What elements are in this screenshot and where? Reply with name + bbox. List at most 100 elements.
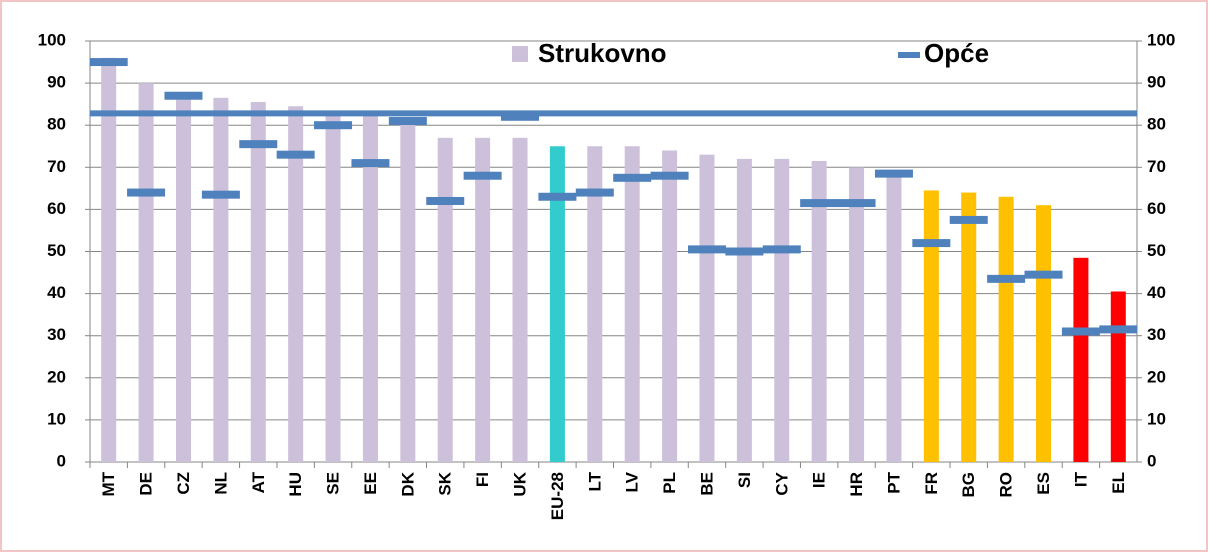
x-tick-label: NL bbox=[211, 472, 230, 495]
x-tick-label: PL bbox=[660, 472, 679, 494]
x-tick-label: SK bbox=[436, 471, 455, 495]
y-tick-label: 60 bbox=[47, 199, 66, 218]
bar bbox=[1110, 291, 1126, 462]
dash-marker bbox=[613, 173, 652, 182]
bar bbox=[662, 150, 678, 462]
x-tick-label: HU bbox=[286, 472, 305, 497]
bar bbox=[923, 190, 939, 462]
legend-swatch bbox=[898, 52, 920, 58]
y-tick-label: 20 bbox=[47, 367, 66, 386]
y-tick-label: 40 bbox=[47, 283, 66, 302]
x-tick-label: UK bbox=[511, 471, 530, 496]
bar bbox=[288, 106, 304, 462]
bar bbox=[512, 137, 528, 462]
dash-marker bbox=[575, 188, 614, 197]
x-tick-label: FR bbox=[922, 472, 941, 495]
x-tick-label: PT bbox=[884, 471, 903, 493]
dash-marker bbox=[650, 171, 689, 180]
dash-marker bbox=[874, 169, 913, 178]
y2-tick-label: 50 bbox=[1147, 241, 1166, 260]
y-tick-label: 90 bbox=[47, 73, 66, 92]
dash-marker bbox=[987, 274, 1026, 283]
y2-tick-label: 70 bbox=[1147, 157, 1166, 176]
dash-marker bbox=[837, 199, 876, 208]
dash-marker bbox=[1061, 327, 1100, 336]
bar bbox=[325, 112, 341, 462]
y2-tick-label: 20 bbox=[1147, 367, 1166, 386]
bar bbox=[998, 196, 1014, 462]
bar bbox=[886, 171, 902, 462]
x-tick-label: LT bbox=[585, 471, 604, 491]
bar bbox=[250, 102, 266, 463]
bar bbox=[175, 95, 191, 462]
dash-marker bbox=[314, 121, 353, 130]
dash-marker bbox=[388, 116, 427, 125]
y2-tick-label: 40 bbox=[1147, 283, 1166, 302]
y2-tick-label: 80 bbox=[1147, 115, 1166, 134]
y-tick-label: 50 bbox=[47, 241, 66, 260]
x-tick-label: DE bbox=[137, 472, 156, 496]
legend-label: Strukovno bbox=[538, 38, 667, 68]
bar bbox=[437, 137, 453, 462]
y-tick-label: 100 bbox=[38, 30, 66, 49]
bar bbox=[475, 137, 491, 462]
x-tick-label: EE bbox=[361, 472, 380, 495]
bar bbox=[736, 158, 752, 462]
dash-marker bbox=[127, 188, 166, 197]
bar bbox=[849, 167, 865, 463]
x-tick-label: HR bbox=[847, 472, 866, 497]
x-tick-label: ES bbox=[1034, 472, 1053, 495]
bar bbox=[587, 146, 603, 462]
y2-tick-label: 60 bbox=[1147, 199, 1166, 218]
dash-marker bbox=[426, 196, 465, 205]
x-tick-label: MT bbox=[99, 471, 118, 496]
legend-swatch bbox=[512, 46, 528, 62]
dash-marker bbox=[912, 239, 951, 248]
dash-marker bbox=[1099, 325, 1138, 334]
bar bbox=[1073, 257, 1089, 462]
bar bbox=[624, 146, 640, 462]
x-tick-label: DK bbox=[398, 471, 417, 496]
x-tick-label: CZ bbox=[174, 472, 193, 495]
x-tick-label: RO bbox=[997, 472, 1016, 498]
y2-tick-label: 0 bbox=[1147, 451, 1156, 470]
y-tick-label: 30 bbox=[47, 325, 66, 344]
y2-tick-label: 90 bbox=[1147, 73, 1166, 92]
bar bbox=[549, 146, 565, 462]
dash-marker bbox=[762, 245, 801, 254]
dash-marker bbox=[276, 150, 315, 159]
y2-tick-label: 10 bbox=[1147, 409, 1166, 428]
bar bbox=[362, 112, 378, 462]
dash-marker bbox=[538, 192, 577, 201]
y-tick-label: 0 bbox=[57, 451, 66, 470]
x-tick-label: CY bbox=[772, 471, 791, 495]
dash-marker bbox=[164, 91, 203, 100]
x-tick-label: IE bbox=[810, 472, 829, 488]
x-tick-label: BE bbox=[697, 472, 716, 496]
dash-marker bbox=[89, 58, 128, 67]
x-tick-label: AT bbox=[249, 471, 268, 493]
x-tick-label: SI bbox=[735, 472, 754, 488]
bar bbox=[213, 97, 229, 463]
bar bbox=[101, 57, 117, 463]
dash-marker bbox=[201, 190, 240, 199]
dash-marker bbox=[351, 159, 390, 168]
x-tick-label: EU-28 bbox=[548, 472, 567, 520]
x-tick-label: EL bbox=[1109, 472, 1128, 494]
dash-marker bbox=[463, 171, 502, 180]
dash-marker bbox=[501, 112, 540, 121]
y2-tick-label: 100 bbox=[1147, 30, 1175, 49]
bar bbox=[961, 192, 977, 462]
bar bbox=[699, 154, 715, 463]
dash-marker bbox=[239, 140, 278, 149]
legend-label: Opće bbox=[924, 38, 989, 68]
bar bbox=[400, 120, 416, 463]
x-tick-label: IT bbox=[1071, 471, 1090, 487]
y2-tick-label: 30 bbox=[1147, 325, 1166, 344]
x-tick-label: BG bbox=[959, 472, 978, 498]
dash-marker bbox=[949, 215, 988, 224]
dash-marker bbox=[687, 245, 726, 254]
x-tick-label: LV bbox=[623, 471, 642, 492]
dash-marker bbox=[725, 247, 764, 256]
